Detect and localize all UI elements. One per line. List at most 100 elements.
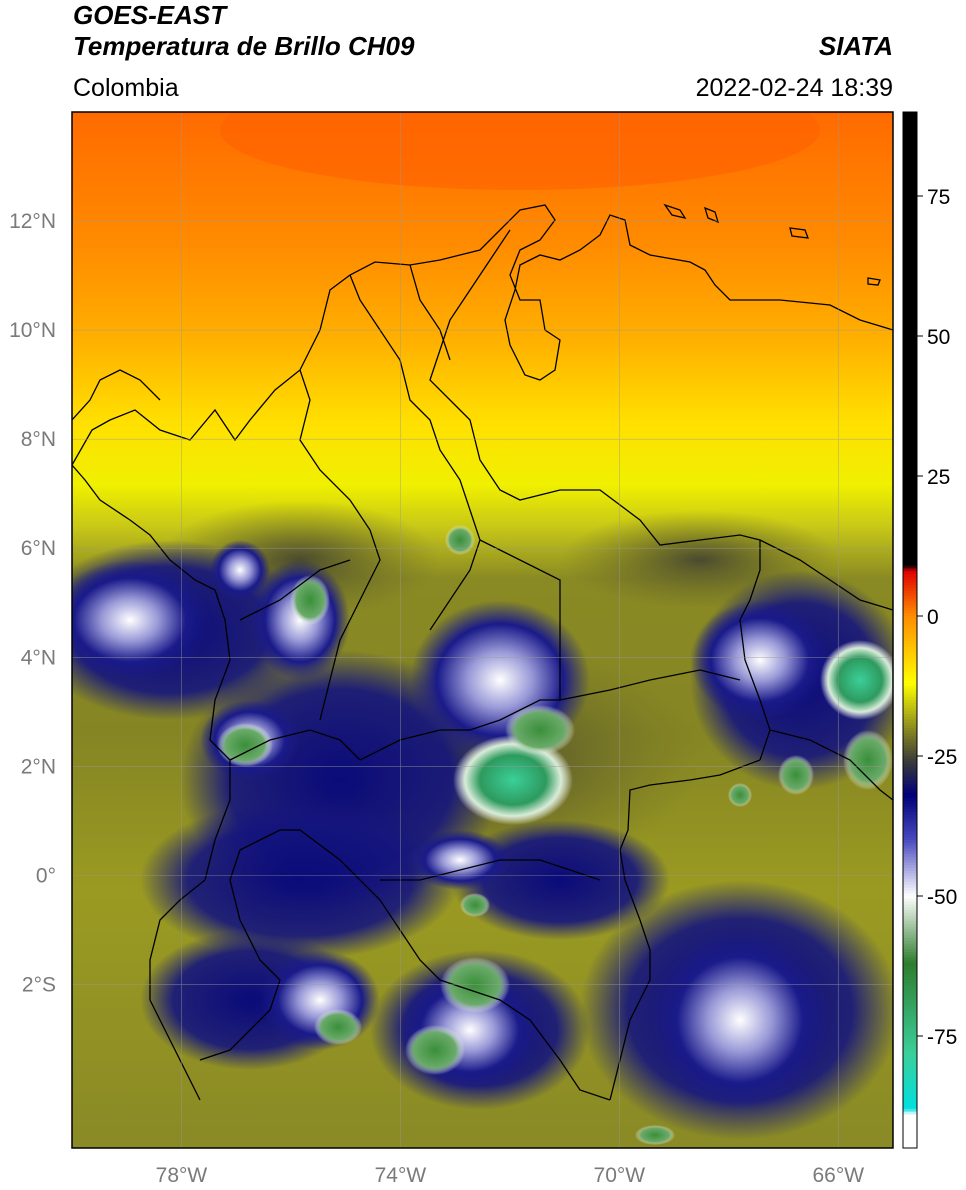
island-curacao bbox=[703, 206, 720, 224]
colorbar-segment bbox=[903, 977, 917, 981]
internal-boundary-4 bbox=[479, 539, 561, 700]
colorbar-segment bbox=[903, 546, 917, 550]
colorbar-segment bbox=[903, 560, 917, 564]
colorbar-segment bbox=[903, 235, 917, 239]
colorbar-segment bbox=[903, 946, 917, 950]
colorbar-segment bbox=[903, 201, 917, 205]
colorbar-segment bbox=[903, 378, 917, 382]
colorbar-segment bbox=[903, 963, 917, 967]
colorbar-segment bbox=[903, 1100, 917, 1104]
colorbar-segment bbox=[903, 291, 917, 295]
colorbar-segment bbox=[903, 1136, 917, 1141]
colorbar-segment bbox=[903, 674, 917, 679]
colorbar-segment bbox=[903, 786, 917, 791]
colorbar-segment bbox=[903, 618, 917, 623]
colorbar-segment bbox=[903, 1030, 917, 1034]
colorbar-segment bbox=[903, 540, 917, 544]
colorbar-segment bbox=[903, 515, 917, 519]
colorbar-segment bbox=[903, 627, 917, 631]
lat-tick-label: 0° bbox=[36, 864, 56, 887]
colorbar-segment bbox=[903, 1064, 917, 1068]
island-bonaire bbox=[789, 227, 809, 239]
colorbar-segment bbox=[903, 610, 917, 614]
colorbar-segment bbox=[903, 1092, 917, 1096]
colorbar-segment bbox=[903, 1111, 917, 1115]
colorbar-segment bbox=[903, 719, 917, 723]
colorbar-segment bbox=[903, 464, 917, 469]
colorbar-segment bbox=[903, 448, 917, 452]
colorbar-segment bbox=[903, 170, 917, 175]
colorbar-segment bbox=[903, 915, 917, 919]
colorbar-segment bbox=[903, 1086, 917, 1090]
colorbar-segment bbox=[903, 663, 917, 667]
colorbar-segment bbox=[903, 730, 917, 735]
colorbar-segment bbox=[903, 145, 917, 149]
colorbar-segment bbox=[903, 669, 917, 673]
colorbar-segment bbox=[903, 364, 917, 368]
colorbar-segment bbox=[903, 932, 917, 936]
colorbar-segment bbox=[903, 851, 917, 855]
colorbar-segment bbox=[903, 151, 917, 155]
colorbar-segment bbox=[903, 750, 917, 754]
colorbar-segment bbox=[903, 686, 917, 690]
colorbar-segment bbox=[903, 238, 917, 242]
colorbar-segment bbox=[903, 470, 917, 474]
colorbar-segment bbox=[903, 294, 917, 298]
colorbar-tick-label: 0 bbox=[927, 606, 939, 629]
colorbar-segment bbox=[903, 812, 917, 816]
lon-tick-label: 66°W bbox=[812, 1164, 864, 1187]
colorbar-segment bbox=[903, 361, 917, 365]
colorbar-segment bbox=[903, 677, 917, 681]
colorbar-segment bbox=[903, 386, 917, 390]
lat-tick-label: 10°N bbox=[9, 319, 56, 342]
colorbar-segment bbox=[903, 134, 917, 138]
colorbar-segment bbox=[903, 308, 917, 312]
colorbar-segment bbox=[903, 1128, 917, 1132]
colorbar-segment bbox=[903, 159, 917, 163]
colorbar-segment bbox=[903, 753, 917, 757]
colorbar-segment bbox=[903, 1103, 917, 1107]
colorbar-segment bbox=[903, 1075, 917, 1079]
colorbar-segment bbox=[903, 193, 917, 197]
colorbar-segment bbox=[903, 798, 917, 802]
colorbar-segment bbox=[903, 809, 917, 813]
colorbar-segment bbox=[903, 655, 917, 659]
colorbar-segment bbox=[903, 957, 917, 961]
colorbar-segment bbox=[903, 182, 917, 186]
colorbar-segment bbox=[903, 462, 917, 466]
colorbar-segment bbox=[903, 310, 917, 315]
colorbar-segment bbox=[903, 658, 917, 662]
colorbar-segment bbox=[903, 901, 917, 905]
colorbar-segment bbox=[903, 215, 917, 219]
colorbar-segment bbox=[903, 260, 917, 264]
colorbar-segment bbox=[903, 991, 917, 995]
colorbar-segment bbox=[903, 1022, 917, 1026]
colorbar-segment bbox=[903, 778, 917, 782]
colorbar-segment bbox=[903, 280, 917, 284]
internal-boundary-9 bbox=[229, 729, 361, 761]
colorbar-segment bbox=[903, 425, 917, 429]
colorbar-segment bbox=[903, 907, 917, 911]
colorbar-segment bbox=[903, 938, 917, 942]
colorbar-segment bbox=[903, 582, 917, 586]
colorbar-segment bbox=[903, 1122, 917, 1127]
colorbar-segment bbox=[903, 173, 917, 177]
colorbar-segment bbox=[903, 439, 917, 443]
colorbar-segments bbox=[903, 112, 917, 1149]
colorbar-segment bbox=[903, 904, 917, 908]
colorbar-segment bbox=[903, 532, 917, 536]
colorbar-segment bbox=[903, 366, 917, 371]
colorbar-segment bbox=[903, 341, 917, 345]
colorbar-segment bbox=[903, 1033, 917, 1037]
colorbar-segment bbox=[903, 742, 917, 746]
colorbar-segment bbox=[903, 313, 917, 317]
colorbar-segment bbox=[903, 820, 917, 824]
colorbar-segment bbox=[903, 229, 917, 233]
colorbar-segment bbox=[903, 450, 917, 455]
colorbar-segment bbox=[903, 616, 917, 620]
colorbar: 75 50 25 0 -25 -50 -75 bbox=[902, 111, 957, 1149]
colorbar-segment bbox=[903, 126, 917, 130]
satellite-title: GOES-EAST bbox=[73, 0, 227, 30]
colorbar-segment bbox=[903, 509, 917, 513]
colorbar-segment bbox=[903, 467, 917, 471]
